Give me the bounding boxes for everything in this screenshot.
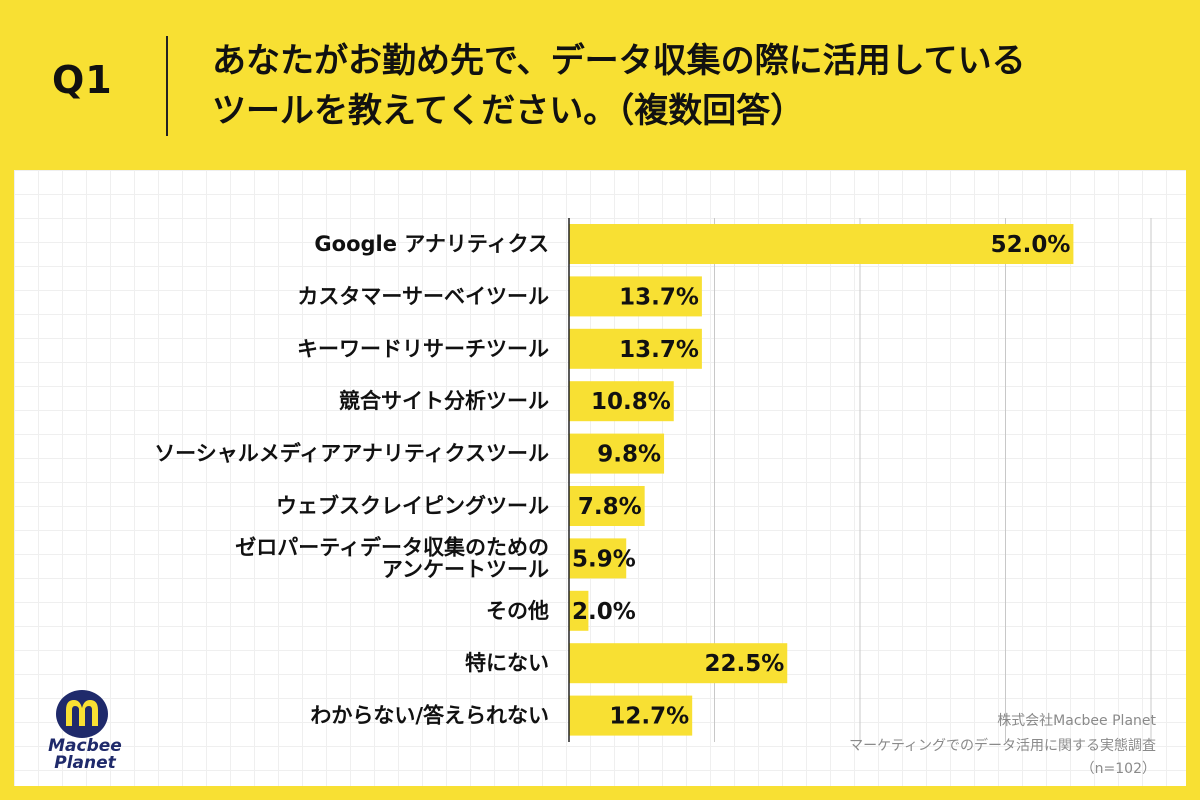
value-label: 13.7% bbox=[619, 284, 699, 310]
category-label: キーワードリサーチツール bbox=[297, 337, 549, 361]
header-divider bbox=[166, 36, 168, 136]
credit-sample-size: （n=102） bbox=[1080, 761, 1156, 777]
category-label: 競合サイト分析ツール bbox=[339, 389, 549, 413]
bar bbox=[569, 486, 645, 526]
value-label: 22.5% bbox=[704, 651, 784, 677]
logo-mark-icon bbox=[56, 690, 108, 738]
value-label: 13.7% bbox=[619, 337, 699, 363]
bar bbox=[569, 381, 674, 422]
bar bbox=[569, 695, 693, 736]
category-label: Google アナリティクス bbox=[314, 232, 549, 256]
bar bbox=[569, 590, 589, 631]
category-label: ゼロパーティデータ収集のための bbox=[235, 535, 549, 559]
bar bbox=[569, 433, 665, 474]
question-line-2: ツールを教えてください。（複数回答） bbox=[212, 91, 805, 131]
category-label: アンケートツール bbox=[382, 557, 549, 581]
category-label: その他 bbox=[486, 599, 549, 623]
category-label: わからない/答えられない bbox=[310, 704, 549, 728]
category-label: 特にない bbox=[465, 651, 549, 675]
question-line-1: あなたがお勤め先で、データ収集の際に活用している bbox=[212, 41, 1026, 81]
value-label: 5.9% bbox=[572, 546, 636, 572]
bar bbox=[569, 224, 1074, 264]
question-text: あなたがお勤め先で、データ収集の際に活用している ツールを教えてください。（複数… bbox=[212, 36, 1026, 136]
bar bbox=[569, 538, 627, 579]
logo-line-2: Planet bbox=[54, 753, 116, 773]
value-label: 12.7% bbox=[609, 704, 689, 730]
value-label: 10.8% bbox=[591, 389, 671, 415]
bar bbox=[569, 276, 702, 317]
bar bbox=[569, 643, 788, 684]
category-label: カスタマーサーベイツール bbox=[297, 284, 549, 308]
category-label: ウェブスクレイピングツール bbox=[276, 494, 549, 518]
chart-panel bbox=[14, 170, 1186, 786]
category-label: ソーシャルメディアアナリティクスツール bbox=[154, 442, 549, 466]
value-label: 9.8% bbox=[597, 442, 661, 468]
credit-company: 株式会社Macbee Planet bbox=[997, 713, 1156, 729]
macbee-planet-logo bbox=[52, 686, 122, 776]
question-number: Q1 bbox=[52, 58, 113, 102]
value-label: 2.0% bbox=[572, 599, 636, 625]
bar bbox=[569, 328, 702, 369]
logo-wordmark: Macbee Planet bbox=[40, 738, 130, 772]
value-label: 52.0% bbox=[991, 232, 1071, 258]
credit-survey: マーケティングでのデータ活用に関する実態調査 bbox=[849, 738, 1156, 754]
value-label: 7.8% bbox=[578, 494, 642, 520]
logo-line-1: Macbee bbox=[48, 736, 122, 756]
